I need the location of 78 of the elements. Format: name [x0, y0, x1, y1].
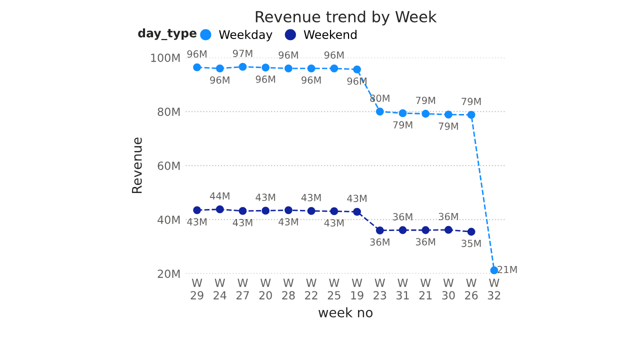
point — [444, 226, 452, 234]
data-label: 36M — [438, 212, 458, 220]
y-tick-label: 20M — [158, 270, 180, 278]
point — [330, 207, 338, 216]
data-label: 36M — [393, 213, 412, 220]
y-tick-label: 40M — [158, 216, 180, 224]
data-label: 96M — [324, 51, 344, 59]
point — [330, 64, 338, 72]
x-tick-label: W 21 — [419, 278, 432, 300]
x-tick-label: W 20 — [259, 278, 272, 300]
data-label: 79M — [462, 98, 481, 106]
y-tick-label: 80M — [158, 108, 180, 116]
point — [284, 206, 292, 214]
data-label: 96M — [302, 76, 321, 84]
x-tick-label: W 19 — [351, 278, 364, 300]
x-tick-label: W 25 — [328, 278, 340, 300]
point — [444, 110, 452, 119]
x-tick-label: W 32 — [488, 278, 500, 300]
data-label: 44M — [210, 192, 230, 200]
data-label: 43M — [187, 218, 206, 226]
data-label: 96M — [278, 51, 298, 59]
x-tick-label: W 27 — [236, 278, 249, 300]
point — [193, 206, 201, 214]
point — [238, 62, 247, 71]
y-axis-title: Revenue — [132, 138, 142, 194]
legend-label: Weekend — [304, 30, 356, 39]
point — [353, 66, 361, 74]
x-tick-label: W 30 — [442, 278, 455, 300]
point — [467, 110, 476, 119]
point — [376, 226, 384, 234]
point — [238, 207, 247, 215]
data-label: 96M — [210, 76, 230, 84]
data-label: 36M — [416, 238, 436, 246]
data-label: 43M — [347, 194, 366, 202]
point — [284, 64, 292, 72]
x-tick-label: W 26 — [465, 278, 478, 300]
chart-title: Revenue trend by Week — [256, 10, 437, 26]
data-label: 21M — [498, 266, 517, 274]
data-label: 35M — [462, 240, 481, 248]
data-label: 79M — [393, 121, 412, 129]
x-tick-label: W 31 — [396, 278, 409, 300]
data-label: 96M — [347, 77, 366, 85]
point — [422, 110, 430, 118]
point — [467, 228, 476, 236]
point — [216, 205, 224, 214]
data-label: 79M — [416, 96, 436, 104]
x-tick-label: W 24 — [214, 278, 226, 300]
x-tick-label: W 23 — [374, 278, 386, 300]
point — [376, 108, 384, 116]
data-label: 43M — [232, 218, 252, 226]
legend-title: day_type — [138, 28, 196, 40]
data-label: 43M — [256, 194, 276, 202]
legend-label: Weekday — [219, 30, 272, 42]
x-axis-title: week no — [318, 307, 373, 318]
point — [216, 64, 224, 72]
point — [398, 109, 407, 118]
data-label: 96M — [187, 50, 206, 58]
data-label: 79M — [438, 122, 458, 130]
point — [262, 206, 270, 215]
data-label: 96M — [256, 76, 276, 83]
y-tick-label: 100M — [151, 54, 180, 62]
point — [422, 226, 430, 234]
x-tick-label: W 29 — [190, 278, 204, 300]
x-tick-label: W 28 — [282, 278, 295, 300]
point — [353, 208, 361, 216]
point — [398, 226, 407, 234]
data-label: 36M — [370, 238, 390, 246]
point — [193, 63, 201, 72]
y-tick-label: 60M — [158, 162, 180, 170]
point — [307, 64, 316, 72]
x-tick-label: W 22 — [305, 278, 318, 300]
data-label: 97M — [232, 50, 252, 58]
point — [490, 266, 498, 274]
data-label: 43M — [278, 218, 298, 226]
point — [262, 64, 270, 72]
point — [307, 207, 316, 215]
data-label: 43M — [301, 194, 321, 202]
data-label: 43M — [324, 219, 344, 227]
